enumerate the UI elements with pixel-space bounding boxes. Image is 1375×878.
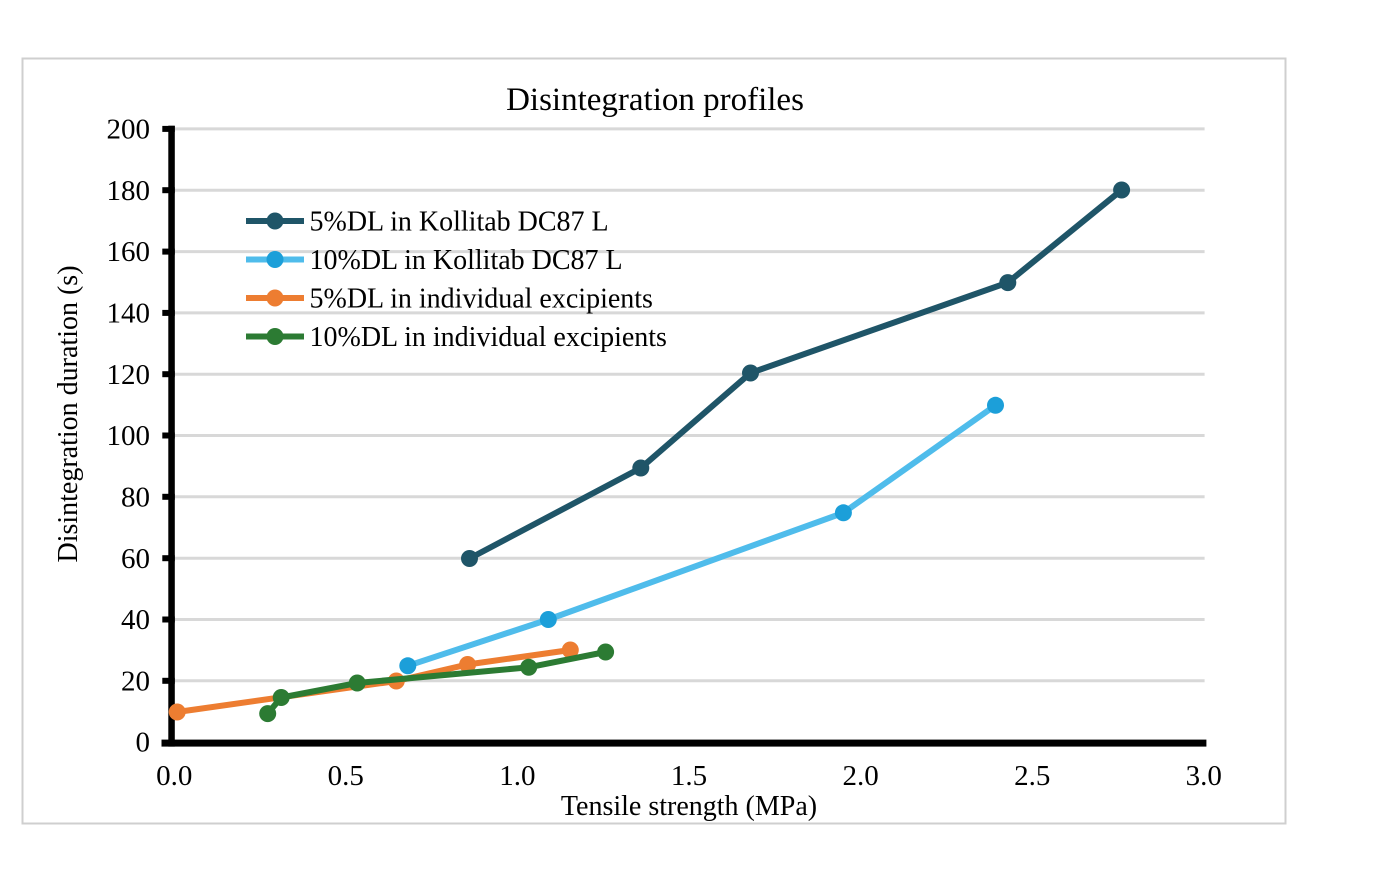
svg-text:140: 140	[107, 298, 151, 330]
svg-text:2.5: 2.5	[1014, 760, 1050, 792]
svg-text:Disintegration profiles: Disintegration profiles	[506, 82, 804, 118]
svg-text:160: 160	[107, 236, 151, 268]
svg-text:10%DL in individual excipients: 10%DL in individual excipients	[310, 322, 667, 353]
svg-text:5%DL in Kollitab DC87 L: 5%DL in Kollitab DC87 L	[310, 207, 609, 238]
svg-text:120: 120	[107, 359, 151, 391]
svg-text:Disintegration duration (s): Disintegration duration (s)	[53, 265, 84, 562]
svg-text:10%DL in Kollitab DC87 L: 10%DL in Kollitab DC87 L	[310, 245, 623, 276]
svg-text:40: 40	[121, 604, 150, 636]
svg-text:20: 20	[121, 665, 150, 697]
svg-text:100: 100	[107, 420, 151, 452]
svg-text:180: 180	[107, 175, 151, 207]
svg-text:200: 200	[107, 114, 151, 146]
svg-text:1.5: 1.5	[671, 760, 707, 792]
svg-text:0.5: 0.5	[328, 760, 364, 792]
svg-text:1.0: 1.0	[499, 760, 535, 792]
svg-text:80: 80	[121, 481, 150, 513]
svg-text:Tensile strength (MPa): Tensile strength (MPa)	[561, 791, 817, 822]
svg-text:5%DL in individual excipients: 5%DL in individual excipients	[310, 284, 653, 315]
svg-text:60: 60	[121, 543, 150, 575]
svg-text:2.0: 2.0	[842, 760, 878, 792]
svg-text:3.0: 3.0	[1186, 760, 1222, 792]
svg-text:0: 0	[136, 727, 151, 759]
svg-text:0.0: 0.0	[156, 760, 192, 792]
